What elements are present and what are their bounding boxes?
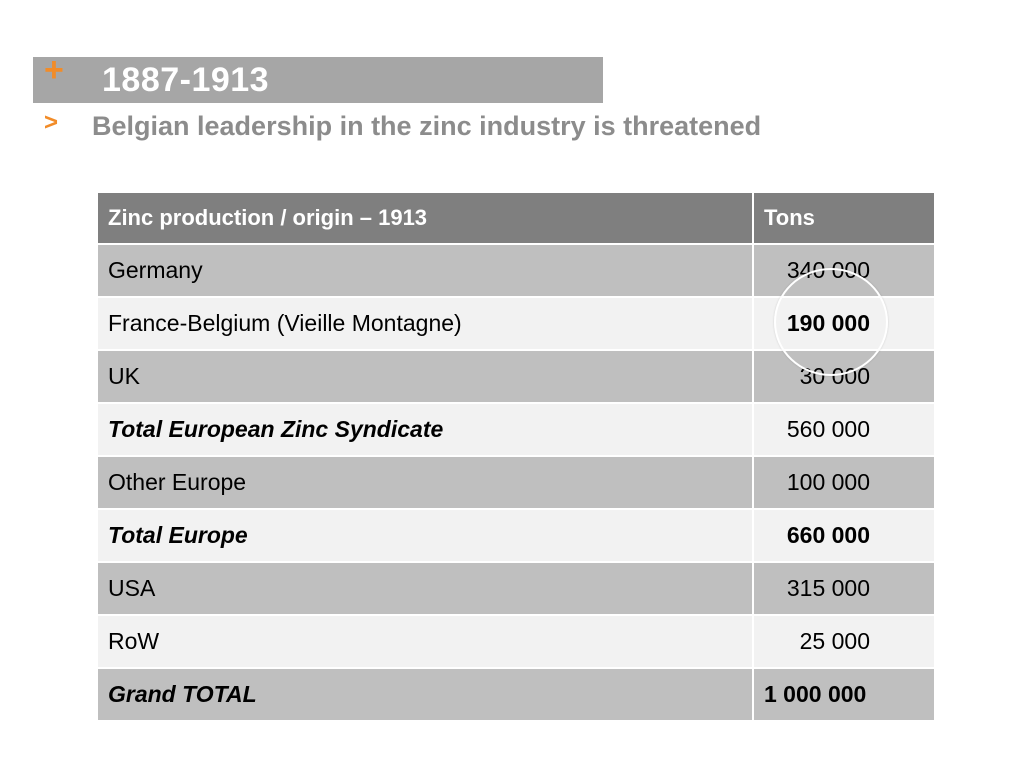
row-tons: 190 000 (753, 297, 936, 351)
table-row: France-Belgium (Vieille Montagne) 190 00… (98, 297, 936, 351)
table-row: UK 30 000 (98, 350, 936, 404)
plus-icon: + (44, 51, 64, 89)
row-label: France-Belgium (Vieille Montagne) (98, 297, 754, 351)
row-tons: 315 000 (753, 562, 936, 616)
slide-title: 1887-1913 (102, 61, 270, 99)
table-row: Other Europe 100 000 (98, 456, 936, 510)
row-label: RoW (98, 615, 754, 669)
table-row: Total Europe 660 000 (98, 509, 936, 563)
column-header-origin: Zinc production / origin – 1913 (98, 193, 754, 245)
title-bar (33, 57, 603, 103)
row-label: Grand TOTAL (98, 668, 754, 722)
table-row: Grand TOTAL 1 000 000 (98, 668, 936, 722)
row-label: UK (98, 350, 754, 404)
row-tons: 30 000 (753, 350, 936, 404)
table-row: Germany 340 000 (98, 244, 936, 298)
row-label: Other Europe (98, 456, 754, 510)
row-tons: 560 000 (753, 403, 936, 457)
row-label: Germany (98, 244, 754, 298)
table-row: USA 315 000 (98, 562, 936, 616)
row-label: Total European Zinc Syndicate (98, 403, 754, 457)
zinc-production-table: Zinc production / origin – 1913 Tons Ger… (98, 193, 936, 722)
row-tons: 100 000 (753, 456, 936, 510)
row-tons: 340 000 (753, 244, 936, 298)
row-tons: 660 000 (753, 509, 936, 563)
slide-subtitle: Belgian leadership in the zinc industry … (92, 111, 762, 141)
table-row: Total European Zinc Syndicate 560 000 (98, 403, 936, 457)
row-tons: 25 000 (753, 615, 936, 669)
table-row: RoW 25 000 (98, 615, 936, 669)
row-tons: 1 000 000 (753, 668, 936, 722)
column-header-tons: Tons (753, 193, 936, 245)
chevron-right-icon: > (44, 109, 59, 136)
table-header-row: Zinc production / origin – 1913 Tons (98, 193, 936, 245)
row-label: USA (98, 562, 754, 616)
row-label: Total Europe (98, 509, 754, 563)
